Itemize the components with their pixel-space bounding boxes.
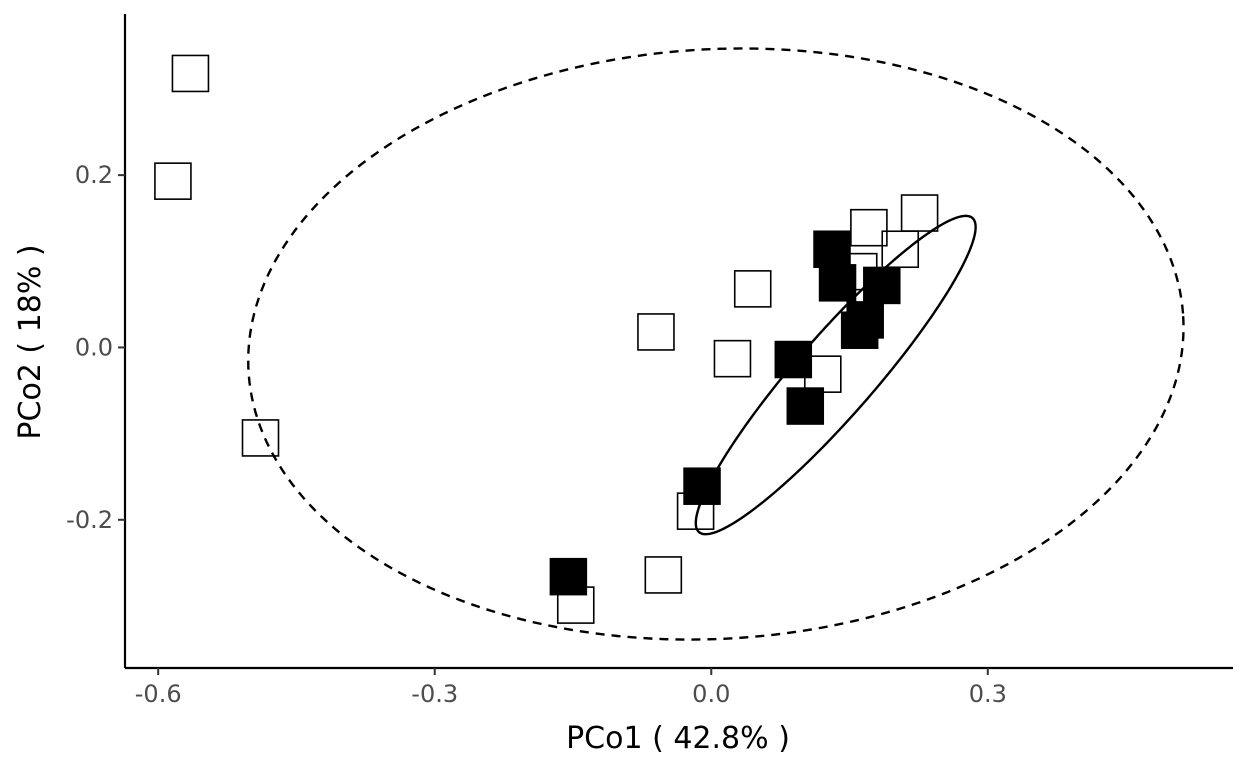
open-square-point xyxy=(713,339,752,378)
confidence-ellipse-dashed xyxy=(247,47,1185,641)
x-tick-label: -0.3 xyxy=(411,680,458,708)
y-tick-label: 0.0 xyxy=(75,333,113,361)
open-square-point xyxy=(154,162,192,200)
open-square-point xyxy=(644,556,683,594)
filled-square-point xyxy=(840,311,879,349)
y-tick-label: -0.2 xyxy=(66,506,113,534)
open-square-point xyxy=(241,419,280,457)
open-square-point xyxy=(850,208,888,247)
x-tick-label: -0.6 xyxy=(135,680,182,708)
open-square-point xyxy=(900,194,939,232)
x-axis-ticks: -0.6 -0.3 0.0 0.3 xyxy=(135,668,1007,708)
y-tick-label: 0.2 xyxy=(75,161,113,189)
filled-square-point xyxy=(863,266,901,305)
filled-square-point xyxy=(683,467,721,505)
x-tick-label: 0.0 xyxy=(692,680,730,708)
ellipses-layer xyxy=(247,47,1185,641)
y-axis-ticks: -0.2 0.0 0.2 xyxy=(66,161,125,534)
x-tick-label: 0.3 xyxy=(969,680,1007,708)
filled-square-point xyxy=(774,340,813,379)
filled-square-point xyxy=(549,557,588,596)
filled-square-point xyxy=(813,230,851,268)
y-axis-title: PCo2 ( 18% ) xyxy=(13,244,48,439)
filled-square-point xyxy=(786,387,825,425)
filled-square-point xyxy=(818,264,857,302)
open-square-point xyxy=(171,54,210,93)
open-square-point xyxy=(637,313,675,351)
x-axis-title: PCo1 ( 42.8% ) xyxy=(566,721,790,756)
open-square-point xyxy=(733,270,772,308)
points-layer xyxy=(154,54,939,624)
